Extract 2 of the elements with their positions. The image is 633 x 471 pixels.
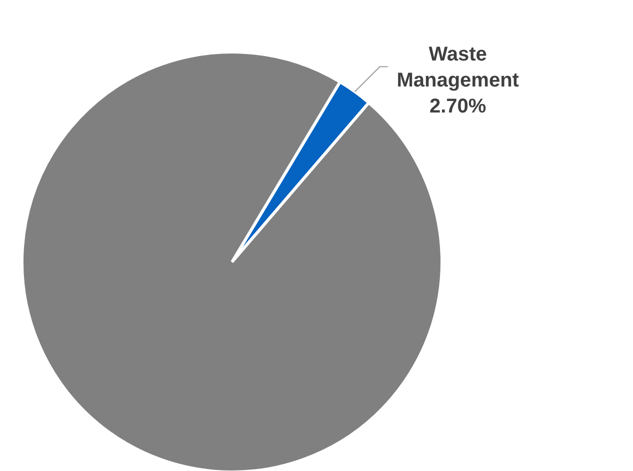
data-label: 2.70% — [429, 96, 486, 118]
slice-label: Waste Management — [396, 44, 520, 92]
